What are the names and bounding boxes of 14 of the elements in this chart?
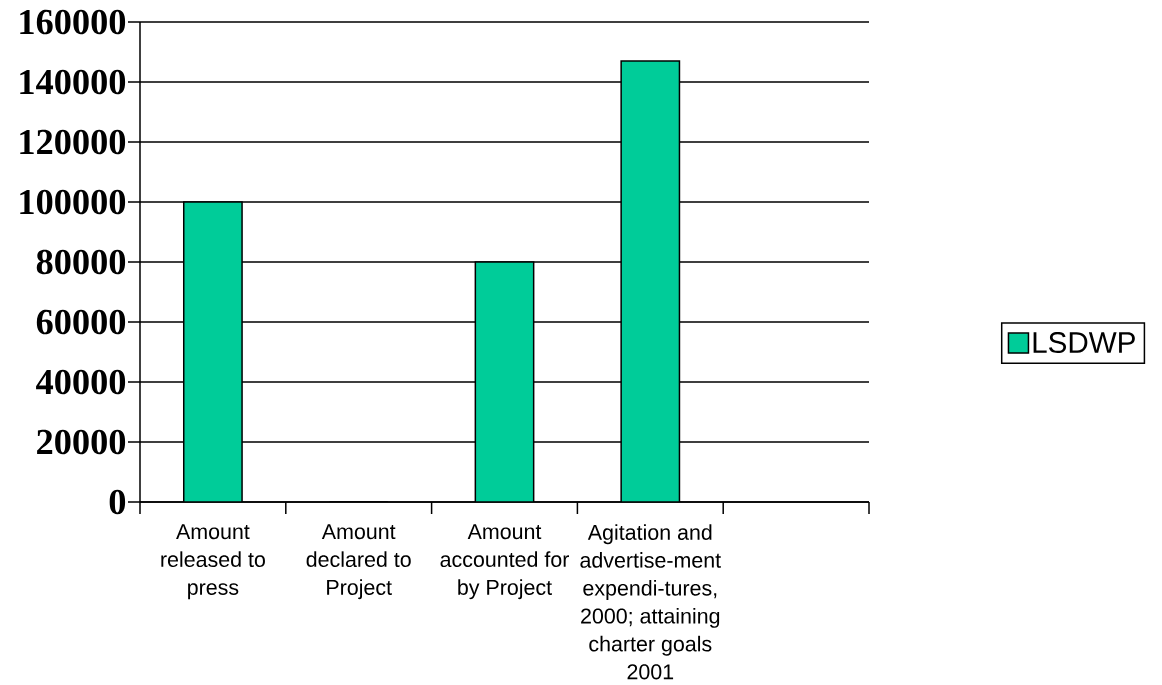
x-tick-label: Amount accounted for by Project <box>440 524 570 600</box>
y-tick-label: 60000 <box>36 309 126 335</box>
y-tick-label: 100000 <box>20 189 126 215</box>
y-tick-label: 140000 <box>20 69 126 95</box>
x-tick-label: Amount released to press <box>161 524 265 600</box>
legend-label: LSDWP <box>1033 332 1135 353</box>
y-tick-label: 40000 <box>36 369 126 395</box>
y-tick-label: 20000 <box>37 429 126 455</box>
y-tick-label: 80000 <box>36 249 126 275</box>
x-tick-label: Agitation and advertise-ment expendi-tures, 2000; attaining charter goals 2001 <box>580 524 721 680</box>
y-tick-label: 160000 <box>20 9 126 35</box>
y-tick-label: 0 <box>109 489 126 515</box>
x-tick-label: Amount declared to Project <box>306 524 411 600</box>
y-tick-label: 120000 <box>20 129 126 155</box>
